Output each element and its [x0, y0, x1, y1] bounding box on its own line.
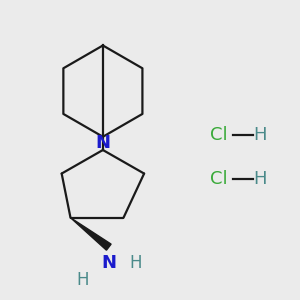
Text: H: H: [129, 254, 142, 272]
Text: N: N: [95, 134, 110, 152]
Text: Cl: Cl: [210, 126, 228, 144]
Polygon shape: [70, 218, 111, 250]
Text: Cl: Cl: [210, 170, 228, 188]
Text: H: H: [254, 170, 267, 188]
Text: N: N: [101, 254, 116, 272]
Text: H: H: [254, 126, 267, 144]
Text: H: H: [76, 271, 88, 289]
